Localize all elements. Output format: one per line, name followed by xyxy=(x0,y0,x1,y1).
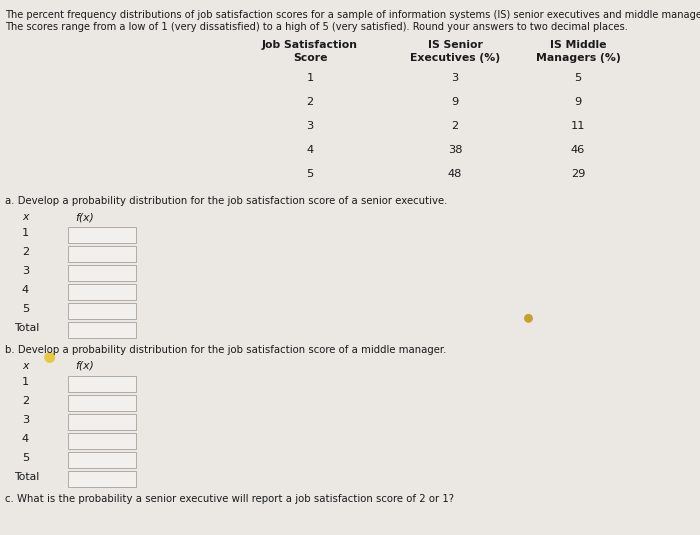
FancyBboxPatch shape xyxy=(68,265,136,281)
Text: Score: Score xyxy=(293,53,328,63)
FancyBboxPatch shape xyxy=(68,322,136,338)
FancyBboxPatch shape xyxy=(68,471,136,487)
Text: Executives (%): Executives (%) xyxy=(410,53,500,63)
Text: 5: 5 xyxy=(22,304,29,314)
Text: 2: 2 xyxy=(452,121,458,131)
FancyBboxPatch shape xyxy=(68,303,136,319)
Text: 4: 4 xyxy=(22,434,29,444)
Circle shape xyxy=(525,315,532,322)
Text: 3: 3 xyxy=(452,73,458,83)
Text: c. What is the probability a senior executive will report a job satisfaction sco: c. What is the probability a senior exec… xyxy=(5,494,454,504)
Text: 5: 5 xyxy=(307,169,314,179)
Text: Total: Total xyxy=(14,472,39,482)
Text: x: x xyxy=(22,361,29,371)
Text: 5: 5 xyxy=(575,73,582,83)
Text: 1: 1 xyxy=(22,377,29,387)
Text: Job Satisfaction: Job Satisfaction xyxy=(262,40,358,50)
FancyBboxPatch shape xyxy=(68,414,136,430)
Text: x: x xyxy=(22,212,29,222)
Circle shape xyxy=(45,353,55,362)
Text: 4: 4 xyxy=(307,145,314,155)
Text: IS Middle: IS Middle xyxy=(550,40,606,50)
Text: The scores range from a low of 1 (very dissatisfied) to a high of 5 (very satisf: The scores range from a low of 1 (very d… xyxy=(5,22,628,32)
Text: 9: 9 xyxy=(575,97,582,107)
Text: 3: 3 xyxy=(307,121,314,131)
FancyBboxPatch shape xyxy=(68,227,136,243)
Text: 2: 2 xyxy=(307,97,314,107)
FancyBboxPatch shape xyxy=(68,284,136,300)
Text: a. Develop a probability distribution for the job satisfaction score of a senior: a. Develop a probability distribution fo… xyxy=(5,196,447,206)
FancyBboxPatch shape xyxy=(68,395,136,411)
Text: 4: 4 xyxy=(22,285,29,295)
FancyBboxPatch shape xyxy=(68,376,136,392)
Text: b. Develop a probability distribution for the job satisfaction score of a middle: b. Develop a probability distribution fo… xyxy=(5,345,447,355)
Text: 1: 1 xyxy=(307,73,314,83)
Text: 46: 46 xyxy=(571,145,585,155)
Text: 11: 11 xyxy=(570,121,585,131)
FancyBboxPatch shape xyxy=(68,246,136,262)
Text: f(x): f(x) xyxy=(75,361,94,371)
Text: 1: 1 xyxy=(22,228,29,238)
Text: Total: Total xyxy=(14,323,39,333)
Text: 29: 29 xyxy=(570,169,585,179)
Text: 2: 2 xyxy=(22,396,29,406)
Text: 3: 3 xyxy=(22,415,29,425)
FancyBboxPatch shape xyxy=(68,433,136,449)
Text: The percent frequency distributions of job satisfaction scores for a sample of i: The percent frequency distributions of j… xyxy=(5,10,700,20)
Text: 3: 3 xyxy=(22,266,29,276)
Text: 2: 2 xyxy=(22,247,29,257)
Text: 9: 9 xyxy=(452,97,458,107)
Text: 5: 5 xyxy=(22,453,29,463)
FancyBboxPatch shape xyxy=(68,452,136,468)
Text: IS Senior: IS Senior xyxy=(428,40,482,50)
Text: 48: 48 xyxy=(448,169,462,179)
Text: Managers (%): Managers (%) xyxy=(536,53,620,63)
Text: 38: 38 xyxy=(448,145,462,155)
Text: f(x): f(x) xyxy=(75,212,94,222)
